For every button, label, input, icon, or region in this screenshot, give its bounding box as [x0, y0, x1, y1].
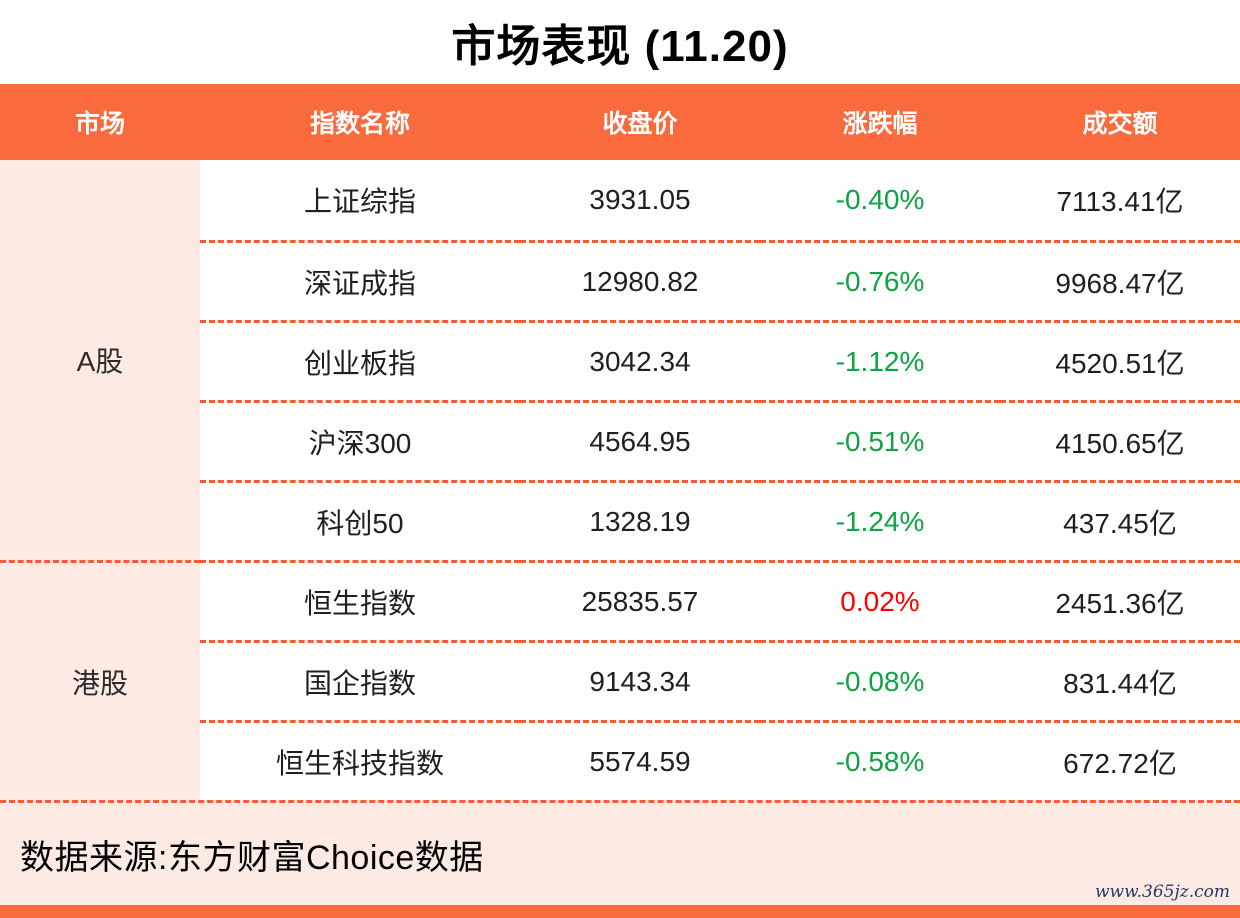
turnover-cell: 4150.65亿: [1000, 400, 1240, 480]
turnover-cell: 672.72亿: [1000, 720, 1240, 800]
column-header-change: 涨跌幅: [842, 110, 918, 138]
change-percent-cell: -0.40%: [760, 160, 1000, 240]
data-source-note: 数据来源:东方财富Choice数据: [20, 838, 484, 877]
index-name-cell: 恒生指数: [200, 560, 520, 640]
turnover-cell: 4520.51亿: [1000, 320, 1240, 400]
index-name-cell: 深证成指: [200, 240, 520, 320]
market-group-a-shares: A股: [0, 160, 200, 560]
page-title: 市场表现 (11.20): [451, 22, 789, 71]
change-percent-cell: -0.58%: [760, 720, 1000, 800]
close-price-cell: 12980.82: [520, 240, 760, 320]
title-bar: 市场表现 (11.20): [0, 0, 1240, 84]
index-name-cell: 国企指数: [200, 640, 520, 720]
market-group-hk-shares: 港股: [0, 560, 200, 800]
table-body: A股 港股 上证综指 3931.05 -0.40% 7113.41亿 深证成指 …: [0, 160, 1240, 800]
index-name-cell: 上证综指: [200, 160, 520, 240]
index-name-cell: 恒生科技指数: [200, 720, 520, 800]
index-name-cell: 沪深300: [200, 400, 520, 480]
turnover-cell: 9968.47亿: [1000, 240, 1240, 320]
turnover-cell: 2451.36亿: [1000, 560, 1240, 640]
turnover-cell: 437.45亿: [1000, 480, 1240, 560]
column-header-turnover: 成交额: [1082, 110, 1158, 138]
close-price-cell: 3042.34: [520, 320, 760, 400]
close-price-cell: 1328.19: [520, 480, 760, 560]
bottom-accent-bar: [0, 905, 1240, 918]
footer: 数据来源:东方财富Choice数据 www.365jz.com: [0, 800, 1240, 905]
close-price-cell: 25835.57: [520, 560, 760, 640]
close-price-cell: 5574.59: [520, 720, 760, 800]
watermark-url: www.365jz.com: [1095, 882, 1230, 902]
change-percent-cell: -1.24%: [760, 480, 1000, 560]
turnover-cell: 831.44亿: [1000, 640, 1240, 720]
table-header-row: 市场 指数名称 收盘价 涨跌幅 成交额: [0, 84, 1240, 160]
close-price-cell: 3931.05: [520, 160, 760, 240]
turnover-cell: 7113.41亿: [1000, 160, 1240, 240]
column-header-close: 收盘价: [602, 110, 678, 138]
change-percent-cell: -0.51%: [760, 400, 1000, 480]
column-header-index: 指数名称: [309, 110, 410, 138]
close-price-cell: 4564.95: [520, 400, 760, 480]
index-name-cell: 创业板指: [200, 320, 520, 400]
close-price-cell: 9143.34: [520, 640, 760, 720]
column-header-market: 市场: [74, 110, 125, 138]
index-name-cell: 科创50: [200, 480, 520, 560]
change-percent-cell: -0.76%: [760, 240, 1000, 320]
change-percent-cell: -1.12%: [760, 320, 1000, 400]
change-percent-cell: 0.02%: [760, 560, 1000, 640]
change-percent-cell: -0.08%: [760, 640, 1000, 720]
